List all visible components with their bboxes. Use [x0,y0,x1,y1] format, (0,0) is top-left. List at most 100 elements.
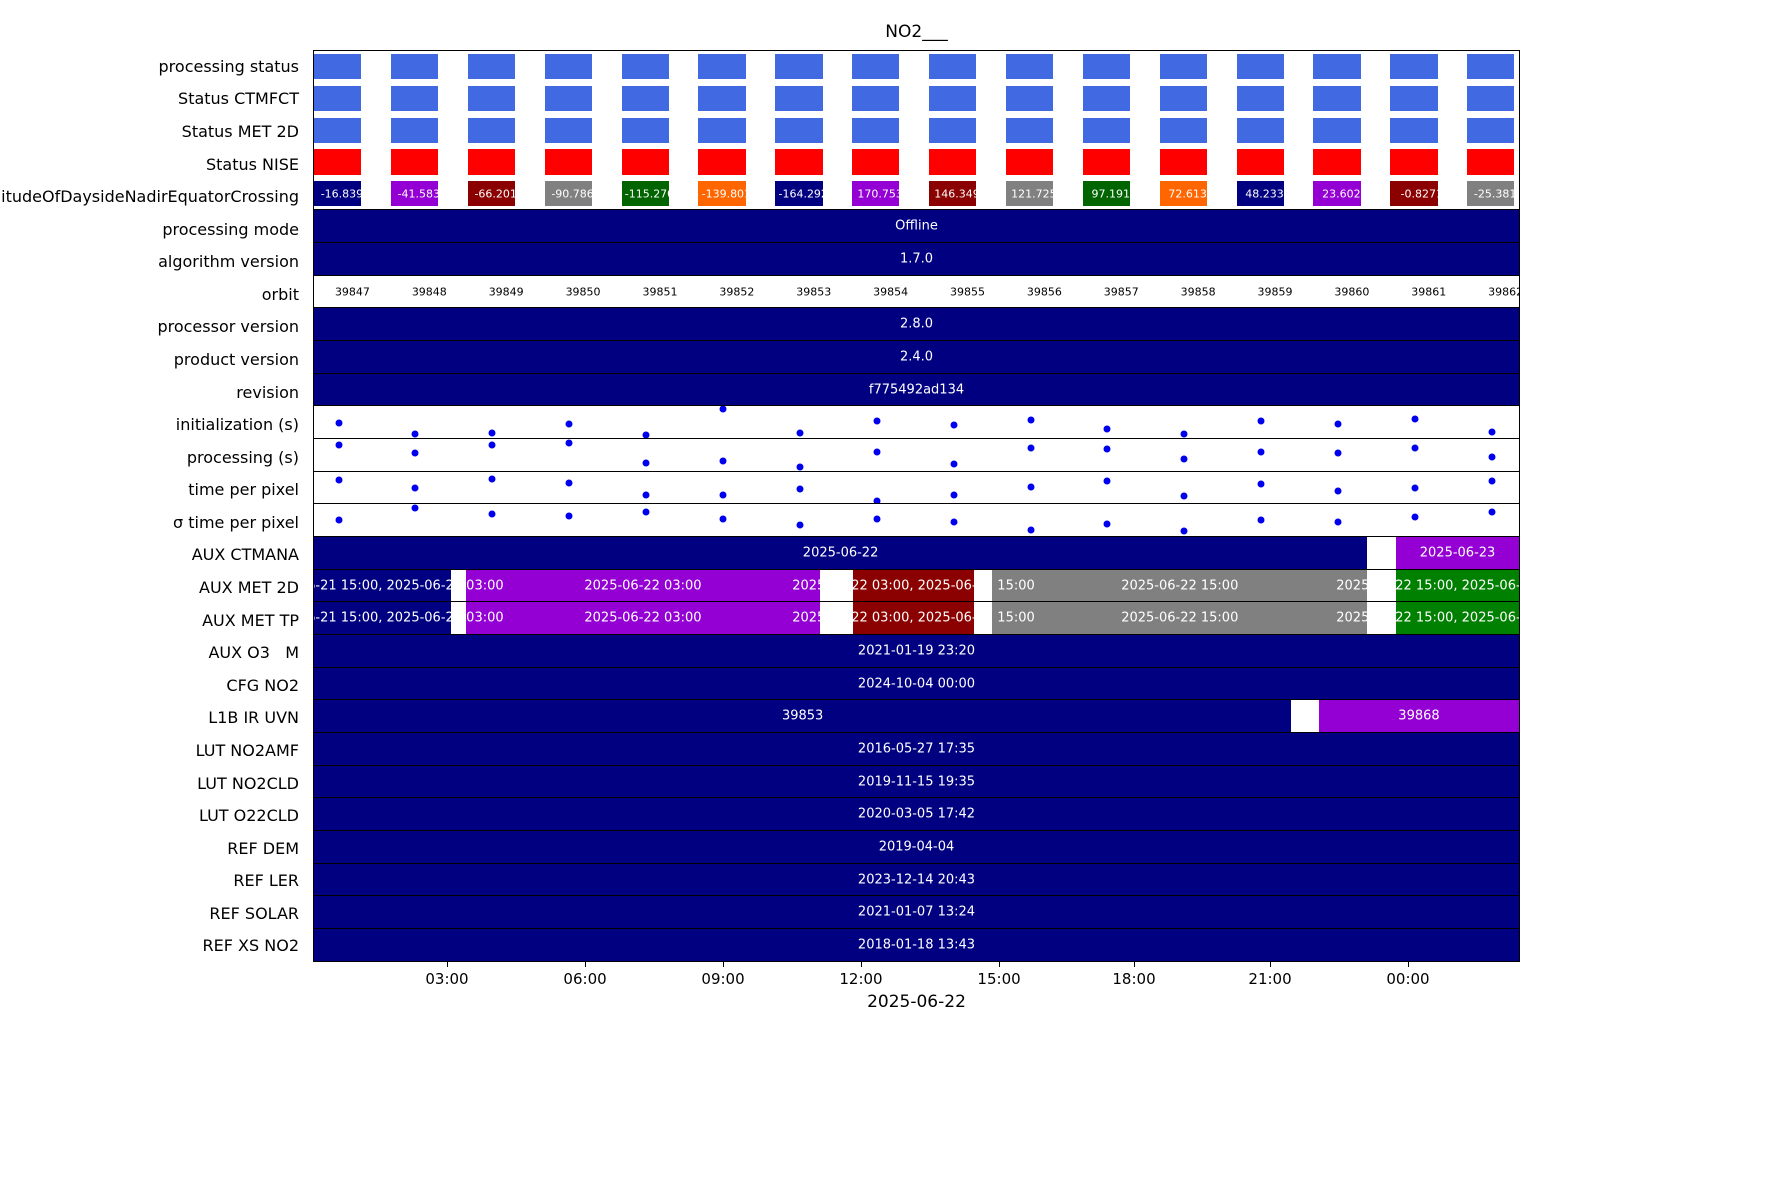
bar-value: 2024-10-04 00:00 [857,676,976,692]
status-block [852,149,900,175]
status-block [852,54,900,80]
status-block [1082,117,1131,143]
status-block [698,54,746,80]
row-longitudeofdaysidenadirequatorcrossing: -16.839771 -41.583304 -66.201477 -90.786326… [314,178,1519,210]
orbit-number: 39850 [565,285,601,299]
status-block [467,54,516,80]
row-label-aux-met-tp: AUX MET TP [202,610,299,630]
row-label-status-met-2d: Status MET 2D [181,121,299,141]
x-tick-label: 06:00 [563,970,607,988]
x-tick-label: 00:00 [1386,970,1430,988]
segment-label: 39853 [781,708,824,724]
status-block [467,117,516,143]
status-block [852,117,900,143]
status-block [621,117,669,143]
orbit-number: 39859 [1257,285,1293,299]
orbit-number: 39853 [796,285,832,299]
scatter-dot [873,417,881,425]
status-block [929,54,977,80]
scatter-dot [873,448,881,456]
status-block [775,85,823,112]
row-processing-status [314,51,1519,83]
row-label-aux-met-2d: AUX MET 2D [199,578,299,598]
longitude-value: -139.801147 [701,187,773,201]
longitude-value: -0.827145 [1400,187,1457,201]
longitude-block [852,180,900,207]
longitude-value: 121.725105 [1011,187,1078,201]
row-label-aux-o3-m: AUX O3 M [208,643,299,663]
status-block [929,149,977,175]
longitude-block [314,180,362,207]
segment [314,602,451,635]
orbit-number: 39857 [1103,285,1139,299]
scatter-dot [642,431,650,439]
orbit-number: 39852 [719,285,755,299]
longitude-value: 23.602345 [1322,187,1382,201]
row-lut-no2cld: 2019-11-15 19:35 [314,764,1519,798]
segment [314,537,1368,569]
x-tick-label: 09:00 [701,970,745,988]
scatter-dot [565,439,573,447]
row-label-orbit: orbit [261,284,299,304]
segment-label: 2025-06-22 15:00 [1121,578,1239,594]
scatter-dot [796,485,804,493]
bar-fill [314,798,1519,831]
segment-label: 2025-06-22 03:00, 2025-06-22 15:00 [792,610,1035,626]
segment-label: 2025-06-22 03:00 [584,610,702,626]
bar-value: 1.7.0 [899,251,934,267]
x-tick-mark [585,962,587,967]
row-processing-s [314,438,1519,471]
status-block [1467,149,1515,175]
status-block [775,149,823,175]
bar-value: 2023-12-14 20:43 [857,872,976,888]
scatter-dot [950,491,958,499]
x-axis-label: 2025-06-22 [867,992,966,1012]
longitude-block [1236,180,1284,207]
status-block [1313,117,1361,143]
status-block [1390,85,1438,112]
row-label-time-per-pixel: σ time per pixel [173,512,299,532]
row-product-version: 2.4.0 [314,340,1519,373]
scatter-dot [1027,416,1034,424]
longitude-block [929,180,977,207]
segment-label: 2025-06-22 15:00, 2025-06-23 03:00 [1336,578,1519,594]
longitude-block [1467,180,1515,207]
status-block [1313,149,1361,175]
scatter-dot [1257,480,1265,488]
scatter-dot [950,460,958,468]
row-label-product-version: product version [173,349,299,369]
scatter-dot [719,491,727,499]
status-block [1236,149,1284,175]
status-block [1390,54,1438,80]
scatter-dot [411,430,419,438]
row-aux-o3-m: 2021-01-19 23:20 [314,634,1519,667]
row-label-lut-o22cld: LUT O22CLD [198,806,299,826]
longitude-block [1390,180,1438,207]
bar-fill [314,667,1519,700]
orbit-number: 39858 [1180,285,1216,299]
row-label-ref-dem: REF DEM [227,838,299,858]
scatter-dot [1411,444,1419,452]
longitude-value: -25.381147 [1473,187,1519,201]
row-lut-no2amf: 2016-05-27 17:35 [314,732,1519,765]
segment [314,700,1292,733]
status-block [621,149,669,175]
row-label-revision: revision [236,382,299,402]
longitude-block [775,180,823,207]
status-block [621,85,669,112]
status-block [1313,85,1361,112]
scatter-dot [1334,449,1342,457]
status-block [1005,85,1054,112]
row-label-status-ctmfct: Status CTMFCT [178,89,299,109]
bar-fill [314,831,1519,863]
x-tick-mark [1407,962,1409,967]
status-block [544,85,592,112]
scatter-dot [1334,420,1342,428]
status-block [544,54,592,80]
scatter-dot [488,441,496,449]
segment-label: 2025-06-22 03:00 [584,578,702,594]
scatter-dot [335,419,343,427]
orbit-number: 39860 [1334,285,1370,299]
